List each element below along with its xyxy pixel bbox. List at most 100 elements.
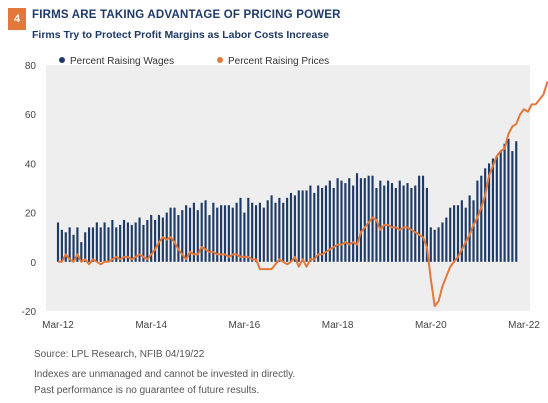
wage-bar bbox=[99, 227, 102, 262]
chart-title: FIRMS ARE TAKING ADVANTAGE OF PRICING PO… bbox=[32, 9, 341, 21]
wage-bar bbox=[398, 180, 401, 262]
disclaimer-line-2: Past performance is no guarantee of futu… bbox=[34, 385, 260, 396]
wage-bar bbox=[95, 222, 98, 262]
wage-bar bbox=[453, 205, 456, 262]
wage-bar bbox=[181, 210, 184, 262]
wage-bar bbox=[88, 227, 91, 262]
wage-bar bbox=[441, 222, 444, 262]
wage-bar bbox=[383, 185, 386, 262]
wage-bar bbox=[173, 207, 176, 262]
wage-bar bbox=[60, 229, 63, 262]
legend: Percent Raising Wages Percent Raising Pr… bbox=[59, 56, 329, 67]
wage-bars bbox=[56, 138, 518, 262]
wage-bar bbox=[445, 217, 448, 262]
wage-bar bbox=[138, 217, 141, 262]
wage-bar bbox=[344, 183, 347, 262]
wage-bar bbox=[324, 185, 328, 262]
wage-bar bbox=[227, 205, 230, 262]
wage-bar bbox=[507, 138, 510, 262]
wage-bar bbox=[254, 205, 258, 262]
wage-bar bbox=[503, 143, 506, 262]
wage-bar bbox=[126, 222, 129, 262]
wage-bar bbox=[355, 173, 359, 262]
wage-bar bbox=[484, 168, 487, 262]
wage-bar bbox=[266, 200, 269, 262]
wage-bar bbox=[495, 156, 498, 262]
wage-bar bbox=[274, 202, 277, 262]
wage-bar bbox=[235, 202, 238, 262]
x-axis: Mar-12 Mar-14 Mar-16 Mar-18 Mar-20 Mar-22 bbox=[42, 320, 540, 331]
wage-bar bbox=[464, 207, 467, 262]
wage-bar bbox=[414, 185, 417, 262]
wage-bar bbox=[456, 205, 460, 262]
x-tick-label: Mar-16 bbox=[229, 320, 261, 331]
wage-bar bbox=[321, 188, 324, 262]
wage-bar bbox=[119, 224, 122, 262]
wage-bar bbox=[309, 185, 312, 262]
wage-bar bbox=[239, 197, 242, 262]
wage-bar bbox=[293, 195, 296, 262]
wage-bar bbox=[122, 219, 126, 262]
wage-bar bbox=[387, 180, 390, 262]
wage-bar bbox=[402, 185, 405, 262]
wage-bar bbox=[196, 210, 199, 262]
wage-bar bbox=[111, 219, 114, 262]
wage-bar bbox=[282, 202, 285, 262]
wage-bar bbox=[305, 190, 308, 262]
wage-bar bbox=[192, 202, 195, 262]
wage-bar bbox=[468, 195, 471, 262]
y-tick-label: 80 bbox=[25, 61, 37, 72]
wage-bar bbox=[107, 227, 110, 262]
wage-bar bbox=[410, 188, 413, 262]
wage-bar bbox=[418, 175, 421, 262]
legend-label-wages: Percent Raising Wages bbox=[70, 56, 174, 67]
wage-bar bbox=[103, 222, 106, 262]
wage-bar bbox=[220, 205, 223, 262]
x-tick-label: Mar-12 bbox=[42, 320, 74, 331]
wage-bar bbox=[177, 215, 180, 262]
wage-bar bbox=[270, 195, 273, 262]
legend-label-prices: Percent Raising Prices bbox=[228, 56, 329, 67]
wage-bar bbox=[359, 178, 362, 262]
legend-marker-wages bbox=[59, 57, 65, 63]
x-tick-label: Mar-14 bbox=[135, 320, 167, 331]
y-tick-label: -20 bbox=[22, 307, 37, 318]
wage-bar bbox=[212, 202, 215, 262]
wage-bar bbox=[154, 219, 157, 262]
wage-bar bbox=[487, 163, 491, 262]
wage-bar bbox=[216, 207, 219, 262]
plot-background bbox=[46, 65, 530, 311]
wage-bar bbox=[317, 185, 320, 262]
wage-bar bbox=[511, 151, 514, 262]
wage-bar bbox=[258, 202, 262, 262]
wage-bar bbox=[223, 205, 227, 262]
wage-bar bbox=[433, 229, 436, 262]
wage-bar bbox=[231, 207, 234, 262]
wage-bar bbox=[340, 180, 343, 262]
wage-bar bbox=[243, 212, 246, 262]
wage-bar bbox=[336, 178, 339, 262]
wage-bar bbox=[130, 224, 133, 262]
wage-bar bbox=[150, 215, 153, 262]
y-tick-label: 40 bbox=[25, 159, 37, 170]
wage-bar bbox=[115, 227, 118, 262]
y-tick-label: 20 bbox=[25, 209, 37, 220]
wage-bar bbox=[460, 200, 463, 262]
wage-bar bbox=[251, 202, 254, 262]
wage-bar bbox=[499, 151, 502, 262]
wage-bar bbox=[68, 227, 71, 262]
wage-bar bbox=[208, 215, 211, 262]
wage-bar bbox=[437, 227, 440, 262]
wage-bar bbox=[301, 190, 304, 262]
wage-bar bbox=[390, 183, 394, 262]
disclaimer-line-1: Indexes are unmanaged and cannot be inve… bbox=[34, 369, 296, 380]
x-tick-label: Mar-22 bbox=[508, 320, 540, 331]
prices-line bbox=[58, 81, 548, 308]
wage-bar bbox=[363, 178, 366, 262]
y-tick-label: 60 bbox=[25, 110, 37, 121]
legend-marker-prices bbox=[217, 57, 223, 63]
wage-bar bbox=[161, 217, 164, 262]
wage-bar bbox=[165, 212, 168, 262]
wage-bar bbox=[278, 197, 281, 262]
wage-bar bbox=[406, 183, 409, 262]
